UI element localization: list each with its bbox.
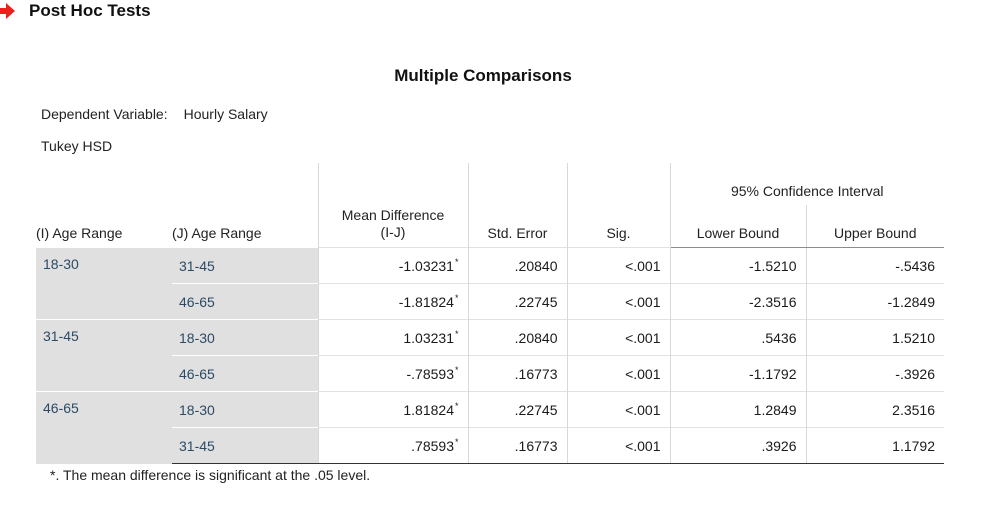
table-body: 18-30 31-45 -1.03231* .20840 <.001 -1.52… <box>36 247 944 464</box>
j-age-range-cell: 31-45 <box>172 247 319 284</box>
table-row: 18-30 31-45 -1.03231* .20840 <.001 -1.52… <box>36 247 944 320</box>
lower-bound-cell: .5436 <box>670 319 807 356</box>
header-j-age-range: (J) Age Range <box>172 163 319 248</box>
upper-bound-cell: -1.2849 <box>806 283 944 320</box>
significance-marker: * <box>454 257 459 267</box>
std-error-cell: .16773 <box>468 427 568 464</box>
upper-bound-cell: 1.5210 <box>806 319 944 356</box>
mean-difference-cell: .78593* <box>318 427 469 464</box>
j-age-range-cell: 46-65 <box>172 355 319 392</box>
table-title: Multiple Comparisons <box>394 66 572 85</box>
header-mean-difference: Mean Difference (I-J) <box>318 163 469 248</box>
mean-difference-cell: 1.81824* <box>318 391 469 428</box>
j-age-range-cell: 46-65 <box>172 283 319 320</box>
lower-bound-cell: -2.3516 <box>670 283 807 320</box>
significance-marker: * <box>454 401 459 411</box>
j-age-range-cell: 31-45 <box>172 427 319 464</box>
mean-difference-value: .78593 <box>411 438 454 454</box>
significance-marker: * <box>454 329 459 339</box>
table-row: 46-65 18-30 1.81824* .22745 <.001 1.2849… <box>36 391 944 464</box>
upper-bound-cell: -.3926 <box>806 355 944 392</box>
mean-difference-value: -1.81824 <box>398 294 454 310</box>
mean-difference-cell: -1.03231* <box>318 247 469 284</box>
sig-cell: <.001 <box>567 247 671 284</box>
lower-bound-cell: 1.2849 <box>670 391 807 428</box>
mean-difference-cell: -1.81824* <box>318 283 469 320</box>
std-error-cell: .16773 <box>468 355 568 392</box>
dependent-variable-line: Dependent Variable: Hourly Salary <box>41 106 268 122</box>
header-sig: Sig. <box>567 163 671 248</box>
table-row: 46-65 -.78593* .16773 <.001 -1.1792 -.39… <box>36 355 944 392</box>
j-age-range-cell: 18-30 <box>172 319 319 356</box>
std-error-cell: .22745 <box>468 283 568 320</box>
red-right-arrow-icon <box>0 3 15 19</box>
j-age-range-cell: 18-30 <box>172 391 319 428</box>
upper-bound-cell: -.5436 <box>806 247 944 284</box>
section-heading[interactable]: Post Hoc Tests <box>0 0 151 22</box>
sig-cell: <.001 <box>567 283 671 320</box>
mean-difference-cell: -.78593* <box>318 355 469 392</box>
significance-marker: * <box>454 365 459 375</box>
header-upper-bound: Upper Bound <box>806 205 944 248</box>
table-row: 31-45 .78593* .16773 <.001 .3926 1.1792 <box>36 427 944 464</box>
header-mean-difference-text: Mean Difference (I-J) <box>341 207 445 240</box>
lower-bound-cell: -1.1792 <box>670 355 807 392</box>
mean-difference-value: -1.03231 <box>398 258 454 274</box>
multiple-comparisons-table: (I) Age Range (J) Age Range Mean Differe… <box>36 163 944 464</box>
section-heading-text: Post Hoc Tests <box>29 1 151 20</box>
std-error-cell: .20840 <box>468 319 568 356</box>
sig-cell: <.001 <box>567 319 671 356</box>
mean-difference-cell: 1.03231* <box>318 319 469 356</box>
table-footnote: *. The mean difference is significant at… <box>50 467 371 483</box>
dependent-variable-value: Hourly Salary <box>183 106 268 122</box>
header-std-error: Std. Error <box>468 163 568 248</box>
std-error-cell: .20840 <box>468 247 568 284</box>
mean-difference-value: 1.03231 <box>403 330 454 346</box>
upper-bound-cell: 1.1792 <box>806 427 944 464</box>
sig-cell: <.001 <box>567 427 671 464</box>
i-age-range-cell: 46-65 <box>36 391 172 464</box>
significance-marker: * <box>454 293 459 303</box>
table-row: 46-65 -1.81824* .22745 <.001 -2.3516 -1.… <box>36 283 944 320</box>
header-confidence-interval: 95% Confidence Interval <box>730 183 884 199</box>
i-age-range-cell: 18-30 <box>36 247 172 320</box>
header-lower-bound: Lower Bound <box>670 205 807 248</box>
sig-cell: <.001 <box>567 355 671 392</box>
dependent-variable-label: Dependent Variable: <box>41 106 168 122</box>
table-row: 31-45 18-30 1.03231* .20840 <.001 .5436 … <box>36 319 944 392</box>
lower-bound-cell: -1.5210 <box>670 247 807 284</box>
sig-cell: <.001 <box>567 391 671 428</box>
upper-bound-cell: 2.3516 <box>806 391 944 428</box>
header-i-age-range: (I) Age Range <box>36 225 123 241</box>
mean-difference-value: -.78593 <box>406 366 454 382</box>
lower-bound-cell: .3926 <box>670 427 807 464</box>
std-error-cell: .22745 <box>468 391 568 428</box>
test-method: Tukey HSD <box>41 138 113 154</box>
i-age-range-cell: 31-45 <box>36 319 172 392</box>
mean-difference-value: 1.81824 <box>403 402 454 418</box>
significance-marker: * <box>454 437 459 447</box>
